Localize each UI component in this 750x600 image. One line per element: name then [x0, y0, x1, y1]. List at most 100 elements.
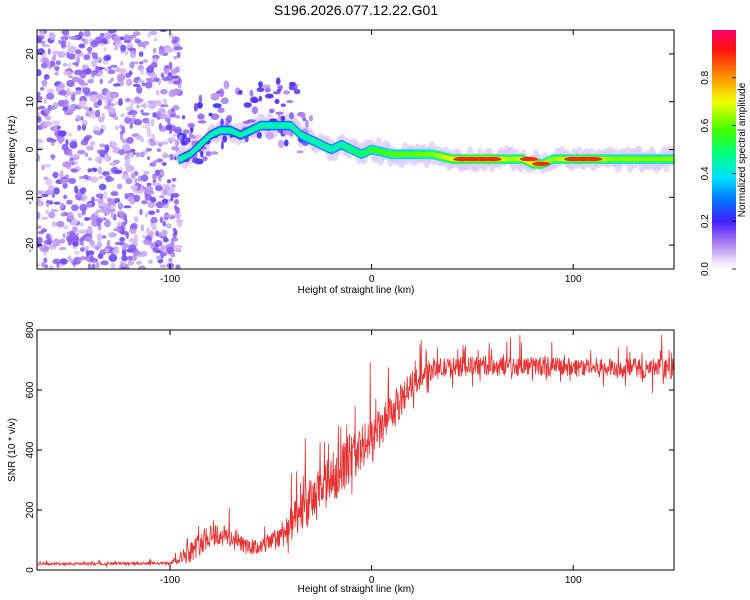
spectrogram-noise-blob	[43, 74, 50, 80]
spectrogram-noise-blob	[40, 40, 46, 45]
spectrogram-noise-blob	[169, 136, 176, 142]
spectrogram-noise-blob	[62, 233, 66, 239]
spectrogram-noise-blob	[59, 258, 68, 265]
spectrogram-x-label: Height of straight line (km)	[298, 285, 415, 296]
spectrogram-noise-blob	[129, 50, 137, 59]
spectrogram-noise-blob	[66, 235, 73, 242]
spectrogram-noise-blob	[114, 125, 119, 131]
spectrogram-transition-blob	[280, 103, 286, 107]
spectrogram-noise-blob	[113, 35, 121, 44]
spectrogram-noise-blob	[37, 262, 40, 268]
spectrogram-noise-blob	[129, 152, 135, 159]
spectrogram-noise-blob	[152, 112, 157, 118]
spectrogram-noise-blob	[155, 201, 165, 209]
spectrogram-noise-blob	[141, 112, 150, 116]
spectrogram-noise-blob	[174, 139, 180, 147]
spectrogram-noise-blob	[41, 193, 49, 198]
spectrogram-noise-blob	[149, 141, 157, 146]
spectrogram-noise-blob	[113, 115, 119, 121]
spectrogram-noise-blob	[54, 65, 60, 71]
spectrogram-noise-blob	[121, 249, 127, 257]
spectrogram-noise-blob	[132, 61, 139, 65]
spectrogram-noise-blob	[123, 40, 132, 44]
spectrogram-noise-blob	[97, 166, 103, 175]
spectrogram-noise-blob	[102, 190, 108, 199]
spectrogram-noise-blob	[139, 151, 145, 158]
spectrogram-noise-blob	[103, 217, 107, 221]
colorbar-ticks: 0.0 0.2 0.4 0.6 0.8	[700, 70, 736, 276]
spectrogram-noise-blob	[95, 198, 103, 202]
spectrogram-transition-blob	[252, 99, 259, 103]
spectrogram-noise-blob	[83, 30, 91, 38]
spectrogram-noise-blob	[41, 79, 48, 87]
spectrogram-noise-blob	[144, 81, 153, 89]
spectrogram-noise-blob	[41, 261, 46, 268]
spectrogram-noise-blob	[146, 126, 151, 135]
spectrogram-noise-blob	[120, 113, 125, 118]
spectrogram-noise-blob	[69, 35, 79, 41]
spectrogram-transition-blob	[251, 106, 258, 115]
spectrogram-noise-blob	[145, 148, 152, 152]
spectrogram-noise-blob	[71, 218, 78, 226]
spectrogram-transition-blob	[269, 108, 275, 114]
spectrogram-noise-blob	[130, 184, 139, 191]
spectrogram-noise-blob	[158, 107, 164, 114]
spectrogram-noise-blob	[173, 198, 180, 205]
spectrogram-noise-blob	[104, 98, 109, 106]
spectrogram-noise-blob	[68, 148, 73, 157]
spectrogram-noise-blob	[89, 176, 99, 183]
spectrogram-noise-blob	[139, 61, 144, 65]
spectrogram-noise-blob	[140, 68, 144, 75]
spectrogram-noise-blob	[95, 65, 99, 74]
spectrogram-noise-blob	[159, 252, 167, 257]
colorbar: 0.0 0.2 0.4 0.6 0.8 Normalized spectral ampl…	[700, 30, 748, 276]
spectrogram-noise-blob	[41, 62, 48, 69]
spectrogram-transition-blob	[220, 118, 224, 126]
spectrogram-noise-blob	[45, 209, 50, 215]
spectrogram-noise-blob	[73, 256, 82, 265]
spectrogram-noise-blob	[90, 242, 96, 249]
spectrogram-noise-blob	[148, 259, 153, 264]
spectrogram-noise-blob	[130, 223, 138, 229]
spectrogram-noise-blob	[55, 85, 60, 93]
spectrogram-noise-blob	[152, 47, 157, 54]
spectrogram-noise-blob	[51, 50, 61, 55]
spectrogram-noise-blob	[164, 46, 173, 54]
spectrogram-noise-blob	[167, 80, 175, 85]
spectrogram-transition-blob	[225, 120, 230, 127]
spectrogram-noise-blob	[126, 136, 134, 144]
spectrogram-transition-blob	[208, 112, 213, 117]
spectrogram-noise-blob	[113, 45, 119, 51]
spectrogram-noise-blob	[156, 148, 162, 152]
spectrogram-noise-blob	[146, 156, 151, 161]
snr-y-tick-label: 400	[25, 441, 36, 458]
snr-x-label: Height of straight line (km)	[298, 584, 415, 595]
spectrogram-noise-blob	[160, 88, 168, 95]
spectrogram-x-tick-label: -100	[160, 274, 180, 285]
spectrogram-noise-blob	[87, 168, 93, 173]
spectrogram-noise-blob	[63, 194, 68, 200]
spectrogram-noise-blob	[104, 153, 110, 161]
spectrogram-noise-blob	[136, 104, 140, 109]
spectrogram-noise-blob	[142, 239, 150, 245]
spectrogram-noise-blob	[67, 75, 74, 79]
spectrogram-transition-blob	[205, 151, 212, 157]
spectrogram-noise-blob	[133, 194, 141, 202]
colorbar-tick-label: 0.0	[700, 262, 711, 276]
spectrogram-noise-blob	[53, 201, 61, 205]
spectrogram-noise-blob	[170, 184, 176, 188]
spectrogram-noise-blob	[62, 62, 68, 67]
spectrogram-noise-blob	[171, 146, 179, 151]
spectrogram-noise-blob	[107, 69, 116, 75]
spectrogram-noise-blob	[66, 79, 75, 88]
spectrogram-noise-blob	[106, 239, 111, 248]
spectrogram-hot-spot	[519, 156, 538, 162]
spectrogram-noise-blob	[43, 108, 51, 115]
spectrogram-noise-blob	[158, 195, 166, 199]
spectrogram-noise-blob	[140, 137, 144, 143]
spectrogram-noise-blob	[64, 110, 73, 116]
spectrogram-y-tick-label: 10	[25, 96, 36, 108]
spectrogram-noise-blob	[75, 114, 81, 121]
spectrogram-noise-blob	[37, 91, 41, 97]
spectrogram-transition-blob	[277, 114, 281, 119]
